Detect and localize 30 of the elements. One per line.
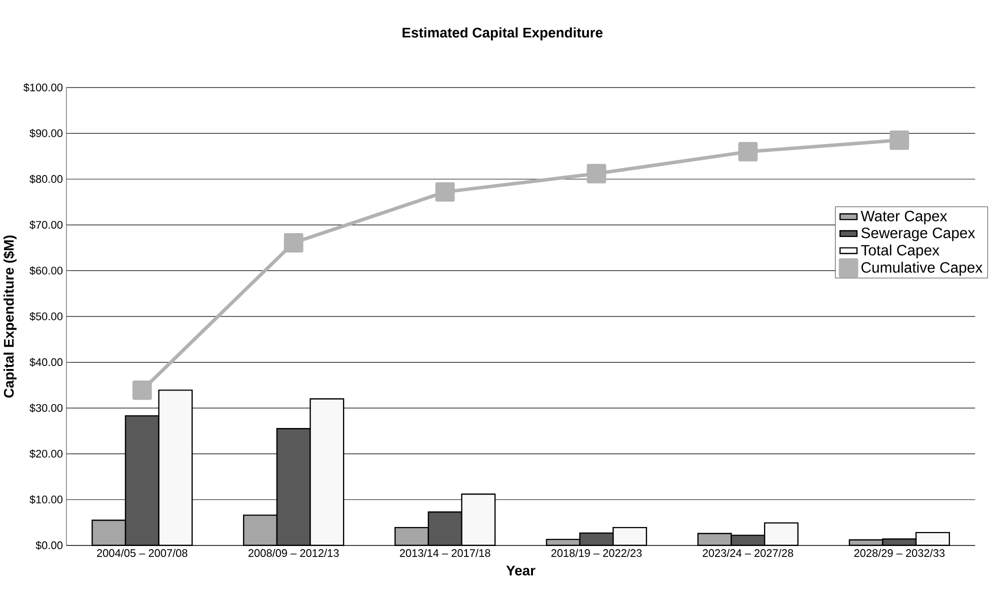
chart-title: Estimated Capital Expenditure xyxy=(402,27,603,40)
legend-label: Total Capex xyxy=(861,244,940,258)
y-tick-label: $40.00 xyxy=(30,358,62,367)
point xyxy=(132,380,152,400)
point xyxy=(586,164,606,184)
legend-label: Sewerage Capex xyxy=(861,228,976,242)
x-tick-label: 2023/24 – 2027/28 xyxy=(702,548,794,557)
point xyxy=(284,233,304,252)
y-tick-label: $70.00 xyxy=(30,220,62,230)
x-axis-title: Year xyxy=(506,566,536,576)
x-tick-label: 2008/09 – 2012/13 xyxy=(248,548,339,557)
x-tick-label: 2013/14 – 2017/18 xyxy=(400,548,490,557)
x-tick-label: 2018/19 – 2022/23 xyxy=(551,548,642,557)
point xyxy=(738,142,758,162)
y-tick-label: $0.00 xyxy=(36,540,62,550)
y-tick-label: $80.00 xyxy=(30,174,62,184)
legend-label: Cumulative Capex xyxy=(861,262,982,276)
y-axis-title: Capital Expenditure ($M) xyxy=(3,235,17,398)
point xyxy=(890,130,910,150)
x-tick-label: 2028/29 – 2032/33 xyxy=(854,548,945,557)
y-tick-label: $90.00 xyxy=(30,128,62,138)
legend-label: Water Capex xyxy=(860,210,948,224)
y-tick-label: $10.00 xyxy=(30,495,62,504)
y-tick-label: $50.00 xyxy=(30,312,62,321)
y-tick-label: $100.00 xyxy=(23,83,62,92)
y-tick-label: $20.00 xyxy=(30,449,62,458)
y-tick-label: $30.00 xyxy=(30,404,62,412)
point xyxy=(435,182,455,202)
x-tick-label: 2004/05 – 2007/08 xyxy=(97,548,188,557)
y-tick-label: $60.00 xyxy=(30,266,62,276)
